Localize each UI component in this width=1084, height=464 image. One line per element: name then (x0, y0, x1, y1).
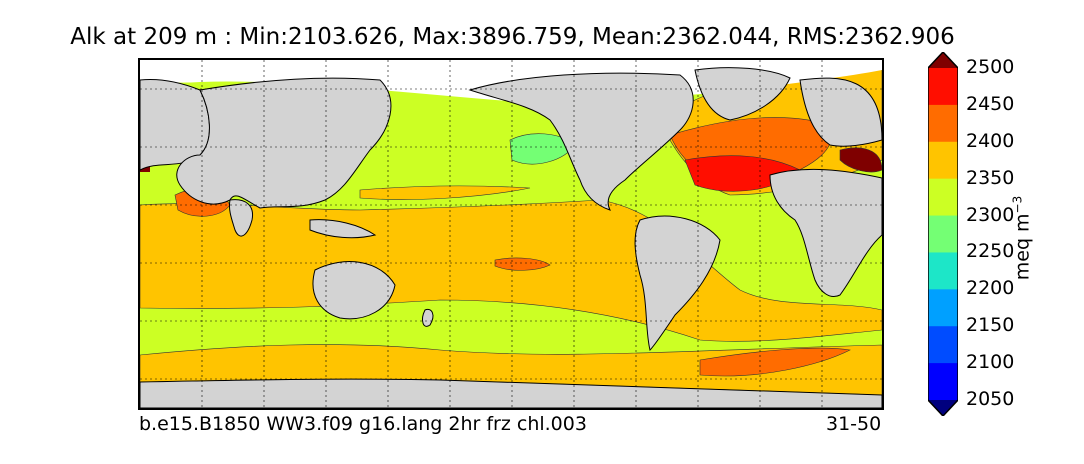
plot-title: Alk at 209 m : Min:2103.626, Max:3896.75… (70, 24, 955, 50)
colorbar-tick-label: 2250 (966, 240, 1015, 263)
colorbar-extend-min (928, 400, 958, 416)
land-australia (312, 261, 396, 320)
colorbar-tick-label: 2400 (966, 129, 1015, 152)
colorbar-tick-label: 2150 (966, 314, 1015, 337)
years-caption: 31-50 (826, 413, 882, 435)
colorbar-segment (928, 215, 958, 253)
colorbar-unit-label: meq m−3 (1010, 196, 1033, 281)
land-asia (176, 77, 392, 209)
colorbar-segment (928, 363, 958, 401)
ocean-map (138, 58, 884, 410)
colorbar-tick-label: 2100 (966, 351, 1015, 374)
colorbar-segment (928, 68, 958, 106)
colorbar-tick-label: 2350 (966, 166, 1015, 189)
land-indonesia (309, 219, 377, 239)
colorbar-tick-label: 2500 (966, 56, 1015, 78)
colorbar-segment (928, 178, 958, 217)
contour-med-2500 (839, 147, 882, 173)
colorbar-tick-label: 2300 (966, 203, 1015, 226)
colorbar-segment (928, 141, 958, 180)
colorbar-tick-label: 2050 (966, 388, 1015, 410)
land-india (229, 199, 254, 237)
land (140, 67, 882, 408)
unit-text: meq m (1011, 213, 1034, 281)
colorbar-tick-label: 2200 (966, 277, 1015, 300)
colorbar-segment (928, 289, 958, 327)
lat-lon-grid (140, 60, 882, 408)
land-nz (422, 308, 434, 327)
colorbar-extend-max (928, 52, 958, 68)
land-europe (799, 77, 882, 147)
colorbar (928, 52, 958, 416)
colorbar-segment (928, 252, 958, 290)
land-greenland (694, 67, 791, 121)
land-antarctica (140, 378, 882, 408)
contour-spac-2400 (494, 257, 551, 271)
contour-pacific-2350 (359, 185, 531, 200)
land-africa-east (769, 168, 882, 297)
land-south-america (634, 215, 721, 351)
contour-south-2400 (699, 347, 851, 377)
colorbar-segment (928, 326, 958, 364)
land-north-america (468, 72, 694, 211)
colorbar-tick-label: 2450 (966, 92, 1015, 115)
colorbar-segment (928, 104, 958, 143)
unit-exponent: −3 (1010, 195, 1025, 214)
run-name-caption: b.e15.B1850 WW3.f09 g16.lang 2hr frz chl… (139, 413, 587, 435)
